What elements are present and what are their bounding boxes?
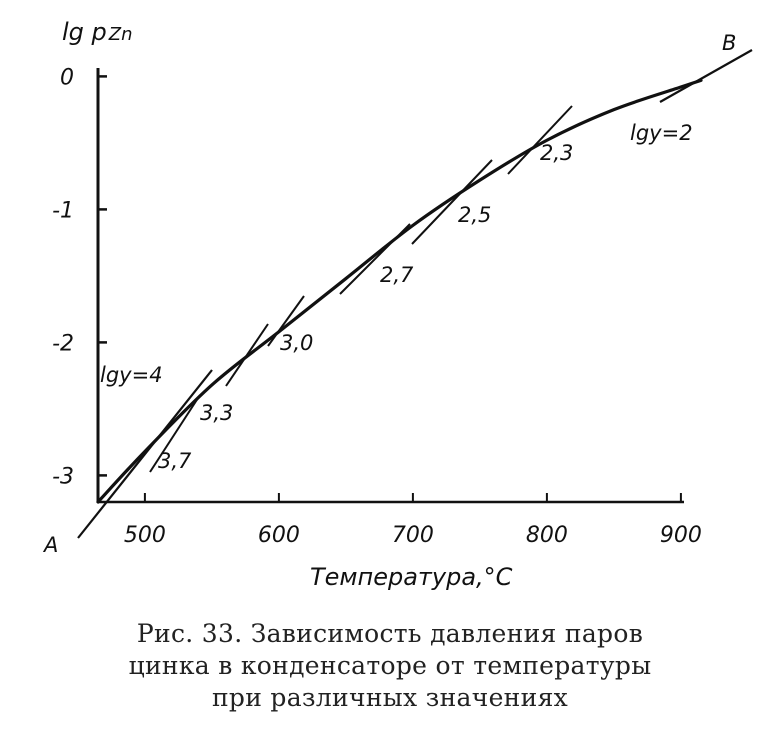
tangent-line xyxy=(149,394,201,473)
chart-labels: lg p Zn Температура,°C lgy=4 lgy=2 A B xyxy=(42,18,736,591)
tangent-label: 2,3 xyxy=(540,141,573,165)
annotation-label: lgy=4 xyxy=(100,363,163,387)
curve-layer xyxy=(77,49,753,539)
tangent-label: 3,0 xyxy=(280,331,313,355)
figure-caption: Рис. 33. Зависимость давления паров цинк… xyxy=(40,618,740,714)
tangent-label: 2,5 xyxy=(458,203,491,227)
annotation-label: B xyxy=(722,31,736,55)
x-tick-label: 800 xyxy=(526,523,568,548)
y-tick-label: -1 xyxy=(52,198,74,223)
x-tick-label: 500 xyxy=(124,523,166,548)
tangent-label: 2,7 xyxy=(380,263,414,287)
axis-ticks: 0 -1 -2 -3 500 600 700 800 900 xyxy=(52,65,702,548)
tangent-lines: 3,7 3,3 3,0 2,7 2,5 2,3 xyxy=(149,105,573,473)
tangent-label: 3,3 xyxy=(200,401,233,425)
annotation-label: A xyxy=(42,533,58,557)
tangent-label: 3,7 xyxy=(158,449,192,473)
y-tick-label: -3 xyxy=(52,464,74,489)
line-lgy-4 xyxy=(77,369,213,539)
caption-line-1: Рис. 33. Зависимость давления паров xyxy=(136,619,644,648)
pressure-curve xyxy=(96,78,703,504)
line-lgy-2 xyxy=(659,49,753,103)
chart: 0 -1 -2 -3 500 600 700 800 900 3,7 3,3 3,0 2,7 2,5 2,… xyxy=(42,18,753,591)
x-tick-label: 600 xyxy=(258,523,300,548)
x-tick-label: 900 xyxy=(660,523,702,548)
x-axis-label: Температура,°C xyxy=(310,563,513,591)
tangent-line xyxy=(411,159,493,245)
caption-line-2: цинка в конденсаторе от температуры xyxy=(128,651,652,680)
tangent-line xyxy=(507,105,573,175)
annotation-label: lgy=2 xyxy=(630,121,693,145)
y-tick-label: 0 xyxy=(60,65,74,90)
y-tick-label: -2 xyxy=(52,331,74,356)
caption-line-3: при различных значениях xyxy=(211,683,569,712)
tangent-line xyxy=(267,295,305,347)
y-axis-label: lg p Zn xyxy=(62,18,133,46)
axes xyxy=(96,68,684,504)
x-tick-label: 700 xyxy=(392,523,434,548)
